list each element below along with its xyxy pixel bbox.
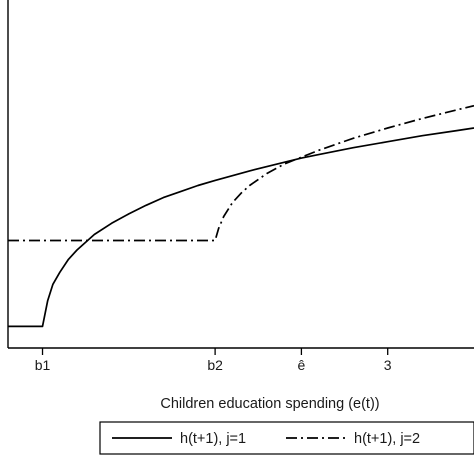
series-layer xyxy=(8,104,474,328)
legend-label-1: h(t+1), j=1 xyxy=(180,431,246,447)
x-axis-title: Children education spending (e(t)) xyxy=(160,396,379,412)
series-line-2 xyxy=(8,104,474,242)
legend: h(t+1), j=1 h(t+1), j=2 xyxy=(99,421,474,455)
x-tick-label-4: 3 xyxy=(384,357,392,373)
x-axis: b1 b2 ê 3 xyxy=(35,348,392,373)
x-tick-label-3: ê xyxy=(298,357,306,373)
x-tick-label-2: b2 xyxy=(207,357,223,373)
legend-label-2: h(t+1), j=2 xyxy=(354,431,420,447)
plot-area xyxy=(7,0,474,349)
x-tick-label-1: b1 xyxy=(35,357,51,373)
series-line-1 xyxy=(8,127,474,328)
